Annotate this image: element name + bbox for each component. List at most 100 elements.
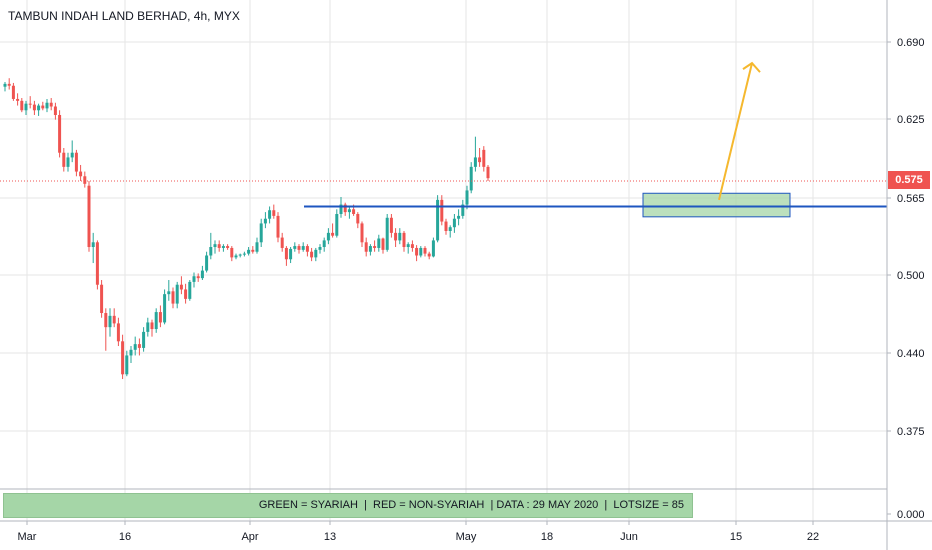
x-tick-label: Jun [620, 531, 638, 543]
candle-body [410, 244, 414, 248]
candle-body [7, 83, 11, 86]
candle-body [389, 217, 393, 233]
candle-body [62, 152, 66, 167]
x-tick-label: 18 [541, 531, 553, 543]
candle-body [381, 238, 385, 250]
candle-body [28, 103, 32, 105]
candle-body [125, 355, 129, 375]
candle-body [142, 331, 146, 348]
candle-body [163, 294, 167, 323]
candle-body [402, 232, 406, 248]
candle-body [87, 185, 91, 248]
candle-body [364, 242, 368, 252]
candle-body [331, 232, 335, 236]
x-tick-label: May [456, 531, 477, 543]
candle-body [457, 215, 461, 219]
candle-body [167, 291, 171, 295]
candle-body [415, 247, 419, 256]
candle-body [398, 232, 402, 241]
candle-body [268, 210, 272, 219]
candle-body [137, 344, 141, 348]
candle-body [41, 105, 45, 109]
y-tick-label: 0.375 [897, 426, 925, 438]
y-tick-label: 0.440 [897, 348, 925, 360]
candle-body [347, 209, 351, 213]
candle-body [95, 242, 99, 285]
candle-body [326, 232, 330, 241]
candle-body [473, 157, 477, 167]
candle-body [360, 223, 364, 243]
candle-body [423, 247, 427, 254]
candle-body [452, 218, 456, 228]
candle-body [24, 103, 28, 111]
candle-body [158, 312, 162, 323]
candle-body [175, 284, 179, 304]
candle-body [196, 276, 200, 279]
candle-body [247, 249, 251, 254]
candle-body [70, 152, 74, 158]
candle-body [121, 341, 125, 375]
candle-body [154, 312, 158, 330]
candle-body [385, 217, 389, 250]
candle-body [213, 244, 217, 248]
candle-body [83, 176, 87, 184]
candle-body [3, 83, 7, 87]
candle-body [297, 246, 301, 250]
candle-body [116, 323, 120, 342]
candle-body [129, 349, 133, 356]
candle-body [436, 199, 440, 241]
candle-body [66, 157, 70, 167]
candle-body [427, 253, 431, 257]
candle-body [20, 100, 24, 111]
candle-body [16, 98, 20, 101]
candlestick-series [3, 78, 490, 380]
candle-body [79, 171, 83, 177]
grid-lines [0, 0, 887, 521]
candle-body [352, 209, 356, 215]
candle-body [91, 242, 95, 248]
last-price-label: 0.575 [888, 171, 930, 189]
chart-overlays [0, 61, 887, 218]
candle-body [53, 106, 57, 115]
candle-body [209, 247, 213, 256]
support-zone [642, 192, 791, 218]
candle-body [289, 248, 293, 260]
candle-body [226, 246, 230, 248]
candle-body [263, 218, 267, 224]
candle-body [301, 246, 305, 250]
candle-body [184, 289, 188, 299]
candle-body [112, 315, 116, 324]
candle-body [461, 204, 465, 216]
candle-body [368, 246, 372, 252]
candle-body [465, 190, 469, 205]
candle-body [74, 152, 78, 172]
candle-body [108, 315, 112, 328]
candle-body [314, 249, 318, 258]
arrow-head [742, 61, 761, 73]
candle-body [284, 247, 288, 260]
candle-body [318, 247, 322, 250]
candle-body [251, 249, 255, 252]
y-tick-label: 0.625 [897, 114, 925, 126]
x-tick-label: 22 [807, 531, 819, 543]
candle-body [482, 149, 486, 167]
candle-body [280, 237, 284, 248]
candle-body [377, 238, 381, 248]
candle-body [150, 322, 154, 330]
candle-body [448, 227, 452, 231]
y-tick-label: 0.000 [897, 509, 925, 521]
candle-body [339, 204, 343, 215]
candle-body [272, 210, 276, 216]
candle-body [146, 322, 150, 332]
candle-body [200, 270, 204, 279]
candle-body [37, 105, 41, 111]
candle-body [440, 199, 444, 222]
candle-body [32, 104, 36, 111]
candle-body [322, 240, 326, 248]
candle-body [205, 255, 209, 271]
projection-arrow [718, 62, 753, 201]
candle-body [58, 114, 62, 153]
candle-body [406, 244, 410, 248]
